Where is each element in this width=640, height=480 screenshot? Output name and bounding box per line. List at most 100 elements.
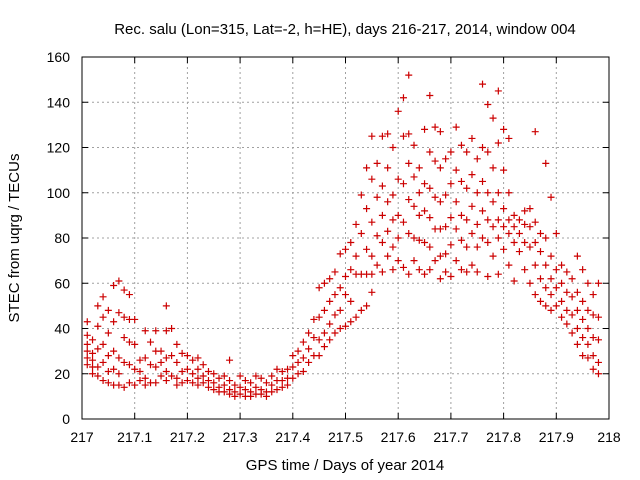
data-point (315, 352, 323, 360)
data-point (389, 216, 397, 224)
data-point (136, 367, 144, 375)
data-point (479, 80, 487, 88)
data-point (510, 211, 518, 219)
data-point (147, 338, 155, 346)
data-point (589, 334, 597, 342)
data-point (378, 268, 386, 276)
data-point (584, 325, 592, 332)
chart-title: Rec. salu (Lon=315, Lat=-2, h=HE), days … (114, 21, 576, 38)
data-point (120, 286, 128, 294)
data-point (368, 175, 376, 183)
data-point (373, 232, 381, 240)
data-point (573, 252, 581, 260)
data-point (278, 377, 286, 385)
data-point (83, 331, 91, 339)
data-point (394, 211, 402, 219)
data-point (352, 313, 360, 321)
data-point (394, 257, 402, 265)
x-tick-label: 217.4 (275, 429, 310, 445)
data-point (589, 365, 597, 373)
data-point (320, 329, 328, 337)
data-point (568, 311, 576, 319)
y-tick-label: 140 (47, 94, 71, 110)
data-point (299, 338, 307, 346)
data-point (526, 223, 534, 231)
y-tick-label: 160 (47, 49, 71, 65)
data-point (552, 229, 560, 237)
data-point (189, 370, 197, 378)
data-point (210, 379, 218, 387)
data-point (542, 284, 550, 292)
data-point (584, 354, 592, 362)
data-point (589, 291, 597, 299)
data-point (547, 291, 555, 299)
data-point (183, 352, 191, 360)
data-point (289, 374, 297, 382)
data-point (141, 381, 149, 389)
data-point (500, 205, 508, 213)
data-point (442, 191, 450, 199)
data-point (510, 277, 518, 285)
data-point (231, 392, 239, 400)
data-point (399, 132, 407, 140)
data-point (494, 270, 502, 278)
data-point (505, 189, 513, 197)
data-point (431, 193, 439, 201)
data-point (515, 248, 523, 256)
data-point (204, 377, 212, 385)
data-point (294, 370, 302, 378)
data-point (141, 354, 149, 362)
data-point (426, 266, 434, 274)
data-point (594, 370, 602, 378)
data-point (342, 272, 349, 280)
data-point (452, 225, 460, 233)
data-point (368, 288, 376, 296)
data-point (89, 349, 97, 357)
data-point (183, 365, 191, 373)
data-point (278, 383, 286, 391)
data-point (552, 302, 560, 310)
x-tick-label: 217.8 (486, 429, 521, 445)
data-point (484, 148, 492, 156)
data-point (226, 390, 234, 398)
data-point (500, 223, 508, 231)
data-point (173, 381, 181, 389)
data-point (336, 325, 344, 332)
x-tick-labels: 217 217.1 217.2 217.3 217.4 217.5 217.6 217.7 21… (70, 429, 621, 445)
data-point (442, 155, 450, 163)
data-point (410, 234, 418, 242)
data-point (405, 229, 413, 237)
data-point (189, 379, 197, 387)
data-point (410, 141, 418, 149)
data-point (110, 318, 118, 326)
data-point (273, 365, 281, 373)
data-point (83, 340, 91, 348)
data-point (357, 191, 365, 199)
data-point (547, 252, 555, 260)
data-point (536, 297, 544, 305)
data-point (500, 245, 508, 253)
data-point (584, 340, 592, 348)
data-point (125, 291, 133, 299)
data-point (594, 336, 602, 344)
data-point (558, 297, 566, 305)
data-point (436, 128, 444, 136)
data-point (236, 383, 244, 391)
data-point (162, 367, 170, 375)
data-point (505, 216, 513, 224)
data-point (447, 272, 455, 280)
data-point (342, 322, 349, 330)
data-point (347, 318, 355, 326)
data-point (315, 336, 323, 344)
data-point (384, 198, 392, 206)
data-point (384, 164, 392, 172)
data-point (494, 139, 502, 147)
data-point (452, 198, 460, 206)
data-point (494, 234, 502, 242)
data-point (489, 114, 497, 122)
data-point (110, 282, 118, 290)
data-point (436, 225, 444, 233)
data-point (389, 144, 397, 151)
data-point (447, 180, 455, 188)
data-point (368, 132, 376, 140)
